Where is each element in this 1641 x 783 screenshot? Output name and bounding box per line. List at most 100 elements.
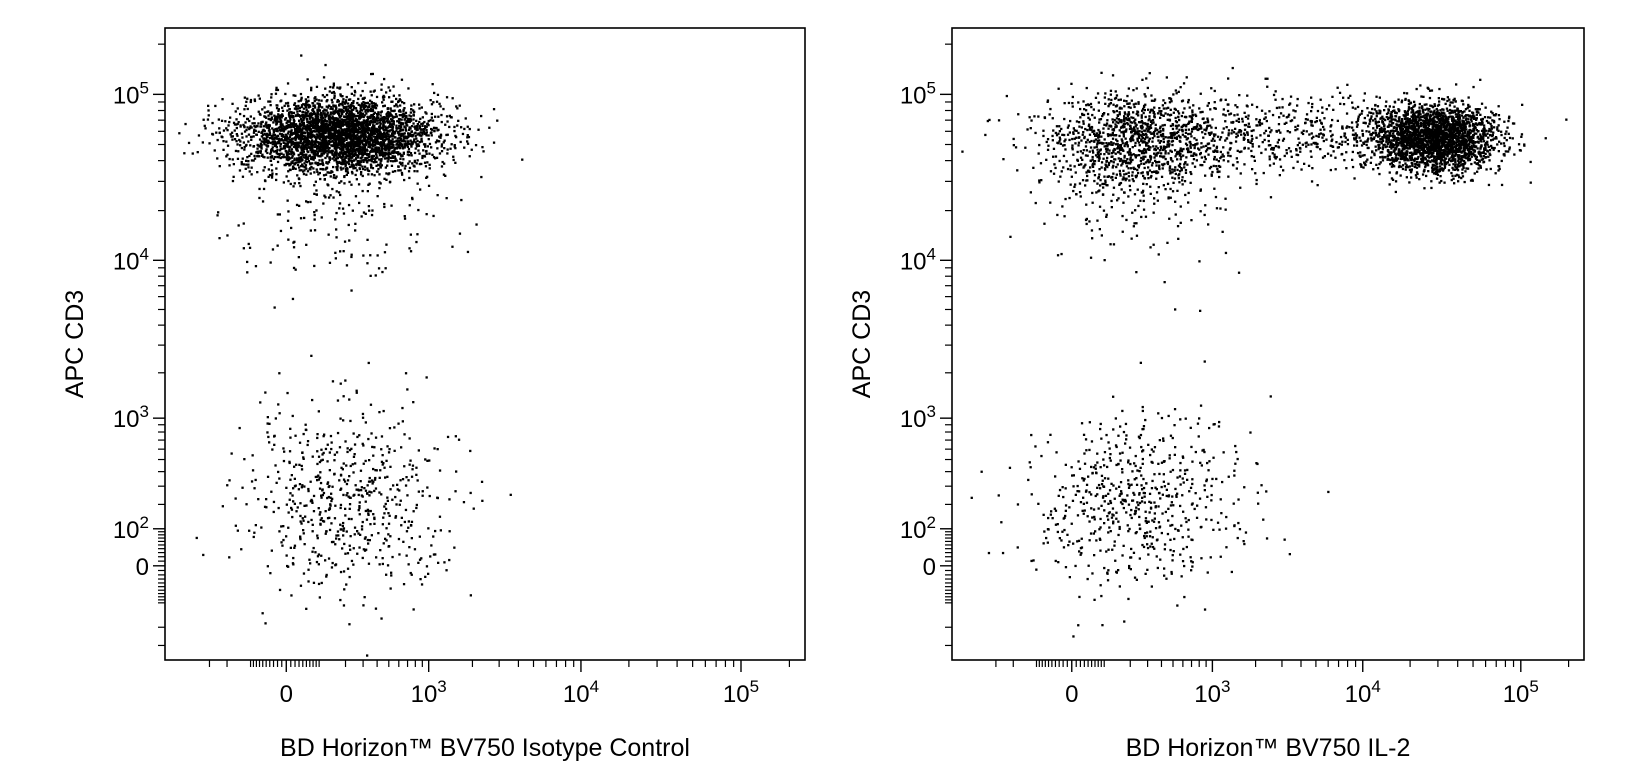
data-point xyxy=(287,156,290,159)
data-point xyxy=(366,161,369,164)
data-point xyxy=(286,151,290,154)
data-point xyxy=(351,172,354,175)
data-point xyxy=(282,153,285,156)
data-point xyxy=(374,136,378,139)
data-point xyxy=(351,152,354,155)
data-point xyxy=(310,112,313,115)
data-point xyxy=(336,156,339,159)
x-tick-label: 103 xyxy=(1194,677,1230,708)
data-point xyxy=(324,532,327,535)
data-point xyxy=(297,126,300,129)
data-point xyxy=(233,138,237,141)
data-point xyxy=(359,128,362,131)
data-point xyxy=(383,147,387,150)
data-point xyxy=(374,130,377,133)
data-point xyxy=(299,520,302,523)
data-point xyxy=(287,113,291,116)
data-point xyxy=(332,176,335,179)
data-point xyxy=(320,115,324,118)
data-point xyxy=(394,113,398,116)
data-point xyxy=(285,535,288,538)
data-point xyxy=(369,130,373,133)
data-point xyxy=(1382,122,1385,125)
data-point xyxy=(321,168,325,171)
data-point xyxy=(336,117,339,120)
data-point xyxy=(265,121,268,124)
data-point xyxy=(1474,117,1477,120)
data-point xyxy=(267,435,270,439)
data-point xyxy=(383,77,386,81)
data-point xyxy=(413,103,416,106)
data-point xyxy=(360,102,364,105)
data-point xyxy=(321,158,324,162)
data-point xyxy=(428,163,431,166)
data-point xyxy=(380,144,383,147)
data-point xyxy=(360,171,363,174)
data-point xyxy=(360,486,363,489)
data-point xyxy=(381,454,384,457)
data-point xyxy=(292,556,295,560)
data-point xyxy=(419,578,422,581)
data-point xyxy=(385,115,389,118)
data-point xyxy=(362,135,365,138)
data-point xyxy=(342,529,345,532)
data-point xyxy=(361,130,364,133)
data-point xyxy=(359,104,362,107)
data-point xyxy=(335,211,338,215)
data-point xyxy=(305,139,308,142)
data-point xyxy=(335,107,338,110)
data-point xyxy=(1421,154,1425,157)
data-point xyxy=(261,612,264,615)
data-point xyxy=(319,116,322,119)
data-point xyxy=(413,548,417,551)
data-point xyxy=(366,157,369,160)
data-point xyxy=(323,124,326,127)
data-point xyxy=(359,123,362,126)
data-point xyxy=(357,183,361,186)
data-point xyxy=(289,130,293,134)
data-point xyxy=(327,117,331,121)
data-point xyxy=(370,127,373,130)
data-point xyxy=(410,573,413,576)
data-point xyxy=(431,119,435,122)
data-point xyxy=(429,555,432,558)
data-point xyxy=(326,113,329,116)
data-point xyxy=(242,163,246,166)
data-point xyxy=(307,110,310,113)
data-point xyxy=(280,525,283,528)
data-point xyxy=(331,132,334,135)
data-point xyxy=(329,131,332,135)
data-point xyxy=(373,174,376,177)
data-point xyxy=(1427,119,1430,122)
data-point xyxy=(378,476,381,479)
data-point xyxy=(378,187,381,190)
data-point xyxy=(354,143,357,147)
data-point xyxy=(468,127,471,131)
data-point xyxy=(321,116,325,119)
data-point xyxy=(304,166,307,169)
data-point xyxy=(275,135,278,138)
data-point xyxy=(286,104,290,107)
data-point xyxy=(1520,135,1523,138)
data-point xyxy=(282,139,285,142)
data-point xyxy=(370,173,374,176)
data-point xyxy=(338,112,341,115)
data-point xyxy=(394,151,397,154)
data-point xyxy=(289,546,292,549)
data-point xyxy=(270,490,273,493)
data-point xyxy=(321,493,324,497)
data-point xyxy=(356,114,359,118)
data-point xyxy=(384,135,388,139)
data-point xyxy=(261,200,265,203)
data-point xyxy=(326,106,329,109)
data-point xyxy=(333,124,336,127)
data-point xyxy=(318,154,322,158)
data-point xyxy=(398,161,402,164)
data-point xyxy=(429,99,432,102)
data-point xyxy=(310,148,313,151)
data-point xyxy=(364,143,368,147)
data-point xyxy=(409,111,412,114)
data-point xyxy=(310,157,314,161)
data-point xyxy=(1387,116,1391,119)
data-point xyxy=(245,503,248,506)
